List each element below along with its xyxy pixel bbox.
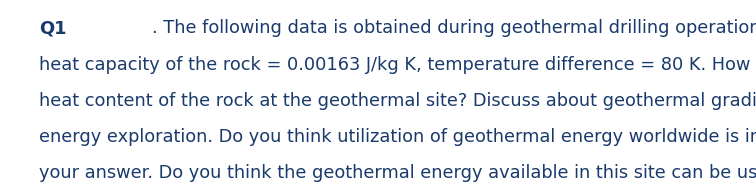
- Text: Q1: Q1: [39, 19, 67, 37]
- Text: . The following data is obtained during geothermal drilling operation. Rock dens: . The following data is obtained during …: [152, 19, 756, 37]
- Text: your answer. Do you think the geothermal energy available in this site can be us: your answer. Do you think the geothermal…: [39, 164, 756, 182]
- Text: heat content of the rock at the geothermal site? Discuss about geothermal gradie: heat content of the rock at the geotherm…: [39, 92, 756, 110]
- Text: heat capacity of the rock = 0.00163 J/kg K, temperature difference = 80 K. How m: heat capacity of the rock = 0.00163 J/kg…: [39, 56, 756, 74]
- Text: energy exploration. Do you think utilization of geothermal energy worldwide is i: energy exploration. Do you think utiliza…: [39, 128, 756, 146]
